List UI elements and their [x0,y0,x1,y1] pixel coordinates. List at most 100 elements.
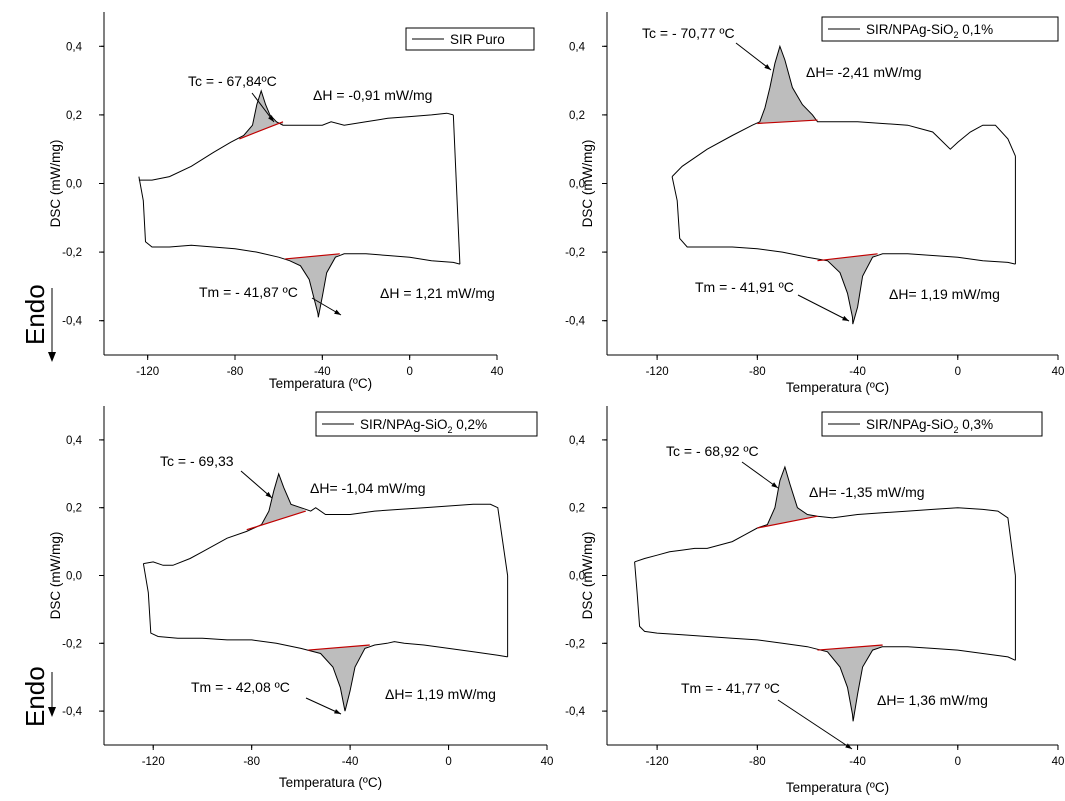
x-tick-label: 40 [1052,366,1065,378]
tc-arrow-line [240,470,273,499]
y-tick-label: -0,4 [62,706,82,718]
legend-label-tail: 0,1% [959,22,994,37]
tc-annotation: Tc = - 67,84ºC [188,73,277,89]
legend: SIR/NPAg-SiO2 0,3% [821,411,1043,437]
legend-label: SIR/NPAg-SiO2 0,2% [360,417,487,435]
y-tick-label: 0,4 [569,435,586,447]
x-tick-label: -120 [646,366,669,378]
y-tick-label: 0,0 [569,571,585,583]
legend-label-subscript: 2 [954,425,959,435]
melting-baseline [308,644,370,651]
legend-label: SIR Puro [450,32,505,47]
heating-curve [671,176,1016,325]
y-axis-label: DSC (mW/mg) [48,532,63,620]
legend-label: SIR/NPAg-SiO2 0,3% [866,417,993,435]
x-tick-label: -80 [749,366,766,378]
y-tick-label: -0,4 [565,706,585,718]
endo-arrow-head [48,352,56,362]
tc-arrow-head [265,491,272,498]
x-tick-label: -80 [227,366,244,378]
legend-label-subscript: 2 [954,30,959,40]
y-tick-label: 0,2 [66,503,82,515]
y-tick-label: 0,2 [569,110,585,122]
y-tick-label: -0,4 [62,316,82,328]
x-tick-label: -40 [314,366,331,378]
tm-arrow-head [842,315,849,321]
heating-curve [634,561,1016,722]
heating-curve [138,176,461,318]
y-axis-label: DSC (mW/mg) [48,140,63,228]
x-tick-label: -40 [849,756,866,768]
tc-annotation: Tc = - 70,77 ºC [642,25,735,41]
tc-arrow-line [735,42,772,71]
dh-crystallization-annotation: ΔH= -1,35 mW/mg [809,484,925,500]
tm-arrow-head [334,709,341,714]
dh-crystallization-annotation: ΔH= -2,41 mW/mg [806,64,922,80]
tm-arrow-line [777,699,853,750]
tc-arrow-head [268,115,274,122]
y-tick-label: 0,2 [569,503,585,515]
dh-crystallization-annotation: ΔH = -0,91 mW/mg [313,87,432,103]
y-tick-label: -0,2 [62,247,82,259]
crystallization-baseline [757,119,818,125]
x-axis-label: Temperatura (ºC) [786,780,889,795]
crystallization-peak-area [757,467,818,528]
melting-peak-area [817,253,878,325]
x-tick-label: -40 [849,366,866,378]
y-tick-label: 0,2 [66,110,82,122]
x-tick-label: -120 [646,756,669,768]
y-axis-label: DSC (mW/mg) [580,532,595,620]
y-tick-label: -0,4 [565,316,585,328]
tm-annotation: Tm = - 41,77 ºC [681,680,780,696]
cooling-curve [634,465,1016,576]
crystallization-baseline [246,510,306,531]
endo-indicator-top: Endo [20,284,56,362]
melting-baseline [817,644,883,651]
x-tick-label: 40 [491,366,504,378]
y-tick-label: -0,2 [565,638,585,650]
y-tick-label: 0,0 [66,179,82,191]
dh-melting-annotation: ΔH= 1,19 mW/mg [385,686,496,702]
x-tick-label: 0 [955,756,961,768]
x-tick-label: 0 [955,366,961,378]
legend-label-main: SIR/NPAg-SiO [866,417,954,432]
chart-panel-2: -120 -80 -40 0 40 -0,4 -0,2 0,0 0,2 0,4 Temperatur… [565,12,1064,395]
legend-label-subscript: 2 [448,425,453,435]
tm-arrow-head [334,309,341,315]
x-tick-label: -120 [136,366,159,378]
tm-annotation: Tm = - 41,87 ºC [199,284,298,300]
crystallization-baseline [239,121,284,140]
crystallization-peak-area [246,473,306,532]
legend: SIR Puro [405,27,535,51]
heating-curve [142,563,508,712]
legend: SIR/NPAg-SiO2 0,2% [315,411,538,437]
tm-arrow-head [845,743,852,749]
x-tick-label: -80 [243,756,260,768]
legend-box [821,16,1059,42]
legend: SIR/NPAg-SiO2 0,1% [821,16,1059,42]
dh-melting-annotation: ΔH= 1,19 mW/mg [889,286,1000,302]
endo-label: Endo [20,666,50,727]
x-tick-label: -80 [749,756,766,768]
x-tick-label: 0 [406,366,412,378]
legend-box [405,27,535,51]
chart-panel-4: -120 -80 -40 0 40 -0,4 -0,2 0,0 0,2 0,4 Temperatur… [565,406,1064,795]
y-tick-label: 0,4 [569,41,586,53]
crystallization-peak-area [239,90,283,139]
legend-label-tail: 0,3% [959,417,994,432]
endo-arrow-head [48,707,56,717]
legend-label: SIR/NPAg-SiO2 0,1% [866,22,993,40]
dh-melting-annotation: ΔH= 1,36 mW/mg [877,692,988,708]
melting-peak-area [817,645,883,722]
y-tick-label: -0,2 [565,247,585,259]
tc-arrow-head [764,64,771,70]
x-axis-label: Temperatura (ºC) [269,376,372,391]
y-axis-label: DSC (mW/mg) [580,140,595,228]
x-tick-label: 40 [1052,756,1065,768]
crystallization-baseline [757,515,818,529]
legend-label-main: SIR/NPAg-SiO [360,417,448,432]
x-axis-label: Temperatura (ºC) [786,380,889,395]
tm-arrow-line [797,294,850,322]
cooling-curve [671,44,1016,177]
